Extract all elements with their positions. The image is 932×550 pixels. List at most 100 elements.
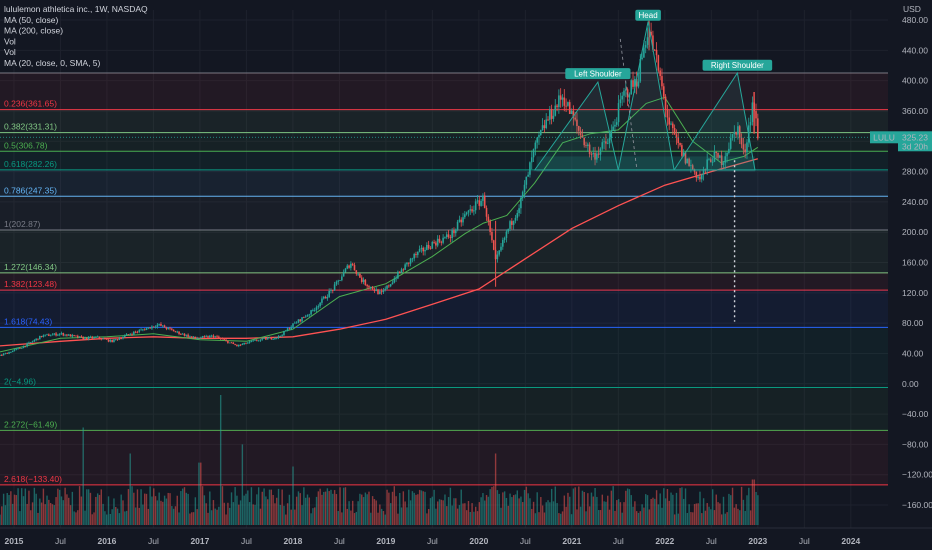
volume-bar <box>158 492 160 525</box>
head-shape <box>617 21 675 171</box>
candle-body <box>735 131 737 135</box>
candle-body <box>516 213 519 218</box>
volume-bar <box>748 487 750 525</box>
price-axis[interactable]: USD480.00440.00400.00360.00320.00280.002… <box>888 0 932 550</box>
volume-bar <box>234 487 236 525</box>
volume-bar <box>607 495 609 525</box>
candle-body <box>75 335 77 337</box>
volume-bar <box>509 493 511 525</box>
volume-bar <box>288 494 291 525</box>
volume-bar <box>122 500 124 525</box>
volume-bar <box>48 499 50 525</box>
candle-body <box>160 323 162 326</box>
price-candles <box>0 18 759 356</box>
volume-bar <box>637 512 640 525</box>
candle-body <box>695 171 698 178</box>
candle-body <box>380 291 383 293</box>
candle-body <box>713 152 716 162</box>
time-tick-label: 2018 <box>283 536 302 546</box>
volume-bar <box>185 492 188 525</box>
candle-body <box>662 86 665 97</box>
candle-body <box>149 327 151 329</box>
volume-bar <box>165 498 168 525</box>
candle-body <box>26 343 28 347</box>
candle-body <box>35 338 37 341</box>
head-and-shoulders-pattern[interactable]: Head Left Shoulder Right Shoulder <box>533 9 773 322</box>
fib-label: 0.5(306.78) <box>4 140 48 150</box>
volume-bar <box>245 493 247 525</box>
volume-bar <box>693 504 696 525</box>
candle-body <box>402 269 405 271</box>
volume-bar <box>214 508 216 525</box>
candle-body <box>543 125 546 129</box>
volume-bar <box>149 486 151 525</box>
volume-bar <box>681 487 683 525</box>
candle-body <box>286 328 289 331</box>
volume-bar <box>666 489 669 525</box>
volume-bar <box>505 497 508 525</box>
bar-countdown: 3d 20h <box>902 141 928 151</box>
volume-bar <box>64 487 66 525</box>
volume-bar <box>352 500 354 525</box>
candle-body <box>331 290 334 291</box>
candle-body <box>377 289 379 295</box>
volume-bar <box>8 495 10 525</box>
candle-body <box>55 333 57 336</box>
candle-body <box>708 159 710 161</box>
volume-bar <box>576 509 578 525</box>
volume-bar <box>444 494 446 525</box>
volume-bar <box>664 498 667 525</box>
volume-bar <box>218 506 220 525</box>
candle-body <box>122 336 124 339</box>
volume-bar <box>395 496 397 525</box>
volume-bar <box>502 492 504 525</box>
volume-bar <box>138 507 140 525</box>
time-tick-label: 2015 <box>4 536 23 546</box>
candle-body <box>28 342 30 344</box>
candle-body <box>109 339 112 342</box>
time-axis[interactable]: 2015 Jul 2016 Jul 2017 Jul 2018 Jul 2019 Jul 2020 J… <box>0 527 932 550</box>
candle-body <box>234 344 236 345</box>
candle-body <box>95 337 97 338</box>
candle-body <box>603 141 605 143</box>
candle-body <box>357 273 359 275</box>
volume-bar <box>127 489 130 525</box>
candle-body <box>239 344 242 346</box>
volume-bar <box>221 486 224 525</box>
time-tick-label: 2020 <box>469 536 488 546</box>
volume-bar <box>37 512 39 525</box>
volume-bar <box>590 492 593 525</box>
volume-bar <box>163 495 166 525</box>
volume-bar <box>592 496 594 525</box>
candle-body <box>355 270 358 274</box>
candle-body <box>219 337 222 339</box>
volume-bar <box>485 495 488 525</box>
volume-bar <box>100 489 102 525</box>
candle-body <box>15 348 18 350</box>
volume-bar <box>673 514 676 525</box>
volume-bar <box>196 509 198 525</box>
fibonacci-retracement[interactable]: 0.236(361.65) 0.382(331.31) 0.5(306.78) 0.6… <box>0 72 888 486</box>
volume-bar <box>599 510 602 525</box>
volume-bar <box>21 488 23 525</box>
candle-body <box>757 118 759 139</box>
candle-body <box>275 337 278 339</box>
volume-bar <box>328 491 330 525</box>
pattern-label-head: Head <box>635 9 661 21</box>
candle-body <box>67 334 70 336</box>
candle-body <box>505 231 508 238</box>
candle-body <box>165 327 168 329</box>
volume-bar <box>344 487 347 525</box>
candle-body <box>657 55 660 71</box>
candle-body <box>243 342 245 345</box>
candle-body <box>731 134 734 139</box>
volume-bar <box>433 489 435 525</box>
candle-body <box>335 281 338 285</box>
volume-bar <box>69 505 72 525</box>
volume-bar <box>453 498 455 525</box>
time-tick-label: 2017 <box>190 536 209 546</box>
volume-bar <box>172 508 175 525</box>
